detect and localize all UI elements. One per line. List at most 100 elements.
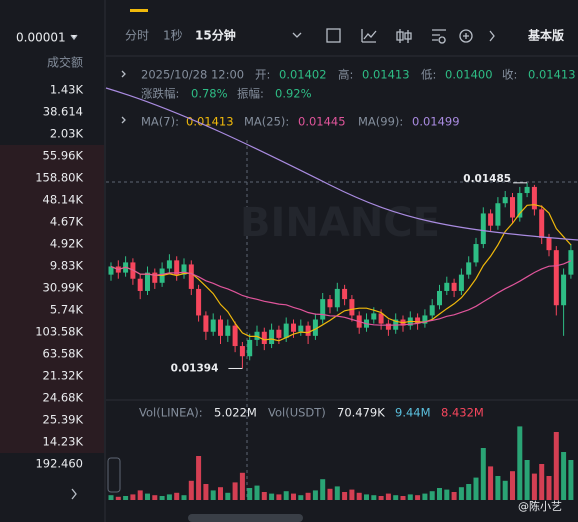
tick-dropdown[interactable] xyxy=(70,34,78,41)
amount: 30.99K xyxy=(43,281,84,295)
scroll-right[interactable] xyxy=(489,30,495,42)
candle-body xyxy=(188,264,194,289)
ma-value: 0.01499 xyxy=(412,115,460,129)
candle-body xyxy=(524,186,530,194)
volume-bar xyxy=(174,492,180,500)
ma-line xyxy=(110,260,572,326)
pane-handle[interactable] xyxy=(107,457,121,493)
candle-body xyxy=(218,319,223,336)
candle-body xyxy=(466,262,472,275)
tick-size[interactable]: 0.00001 xyxy=(16,31,66,45)
volume-bar xyxy=(123,496,129,500)
interval-tab[interactable]: 1秒 xyxy=(163,29,183,43)
candle-body xyxy=(261,331,267,344)
icon-more[interactable] xyxy=(459,29,473,43)
volume-bar xyxy=(444,489,450,500)
volume-bar xyxy=(378,496,384,500)
volume-bar xyxy=(320,479,326,500)
info-value: 0.01413 xyxy=(362,68,410,82)
volume-bar xyxy=(517,426,523,500)
toolbar-icons xyxy=(70,28,495,500)
info-label: 低: xyxy=(421,68,436,82)
vol-value4: 8.432M xyxy=(441,406,484,420)
amount: 48.14K xyxy=(43,193,84,207)
icon-indicator[interactable] xyxy=(326,28,341,43)
candle-body xyxy=(166,260,172,269)
amount: 9.83K xyxy=(50,259,84,273)
candle-body xyxy=(305,325,311,336)
candle-body xyxy=(320,299,326,320)
volume-bar xyxy=(210,490,216,500)
volume-bar xyxy=(181,495,187,500)
volume-bar xyxy=(466,484,472,500)
volume-bar xyxy=(261,492,267,500)
dropdown[interactable] xyxy=(292,32,302,38)
interval-tab[interactable]: 分时 xyxy=(125,29,149,43)
interval-tab[interactable]: 15分钟 xyxy=(195,28,236,43)
candle-body xyxy=(458,274,464,291)
change-label: 涨跌幅: xyxy=(141,87,179,101)
version-toggle[interactable]: 基本版 xyxy=(527,28,564,43)
volume-bar xyxy=(137,490,143,500)
volume-bar xyxy=(196,456,202,500)
ma-label: MA(99): xyxy=(358,115,403,129)
candle-body xyxy=(451,282,457,291)
candle-body xyxy=(152,272,158,283)
candle-body xyxy=(517,193,523,218)
ma-label: MA(7): xyxy=(141,115,179,129)
candle-body xyxy=(444,282,450,291)
volume-bar xyxy=(524,460,530,500)
volume-bar xyxy=(407,494,413,500)
volume-bar xyxy=(458,487,464,500)
candle-body xyxy=(349,299,355,316)
info-date: 2025/10/28 12:00 xyxy=(141,68,244,82)
volume-bar xyxy=(159,496,165,500)
volume-bar xyxy=(364,494,369,500)
candle-body xyxy=(210,319,216,332)
candle-body xyxy=(415,317,421,324)
icon-settings[interactable] xyxy=(432,29,446,44)
ma-label: MA(25): xyxy=(244,115,289,129)
amount: 103.58K xyxy=(35,325,83,339)
amount: 4.92K xyxy=(50,237,84,251)
sidebar-more[interactable] xyxy=(71,488,77,500)
candle-body xyxy=(225,325,231,336)
amount: 4.67K xyxy=(50,215,84,229)
amount: 24.68K xyxy=(43,391,84,405)
volume-bar xyxy=(480,448,486,500)
candle-body xyxy=(203,315,209,332)
candle-body xyxy=(429,305,435,316)
amount: 55.96K xyxy=(43,149,84,163)
volume-bar xyxy=(342,492,348,500)
volume-bar xyxy=(488,466,494,500)
amount: 14.23K xyxy=(43,435,84,449)
candle-body xyxy=(422,315,428,324)
scrollbar[interactable] xyxy=(188,514,303,522)
amount: 158.80K xyxy=(35,171,83,185)
collapse[interactable] xyxy=(121,70,126,124)
candle-body xyxy=(137,278,143,291)
volume-bar xyxy=(218,487,223,500)
volume-bar xyxy=(473,477,479,500)
volume-bar xyxy=(502,480,508,500)
candle-body xyxy=(327,299,333,308)
volume-bar xyxy=(232,482,238,500)
ask-depth xyxy=(0,145,104,453)
amount: 2.03K xyxy=(50,127,84,141)
amount: 192.460 xyxy=(35,457,83,471)
candle-body xyxy=(312,319,318,336)
icon-candle[interactable] xyxy=(396,29,412,43)
candle-body xyxy=(283,323,289,338)
volume-bar xyxy=(254,485,260,500)
volume-bar xyxy=(225,492,231,500)
volume-bar xyxy=(298,495,304,500)
volume-bar xyxy=(130,494,136,500)
icon-draw[interactable] xyxy=(361,29,377,43)
candle-body xyxy=(174,260,180,275)
candle-body xyxy=(334,288,340,308)
candle-body xyxy=(371,313,377,320)
volume-bar xyxy=(422,493,428,500)
candle-body xyxy=(108,266,114,275)
amount: 5.74K xyxy=(50,303,84,317)
